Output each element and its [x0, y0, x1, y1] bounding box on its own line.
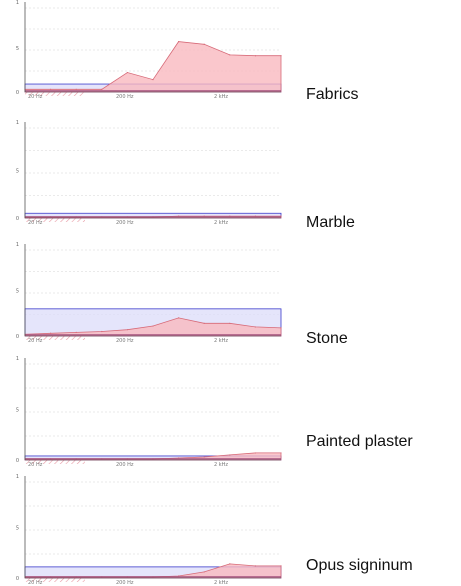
- floor-strip: [25, 216, 281, 218]
- hatch-strip: [25, 578, 85, 582]
- x-tick-label: 2 kHz: [214, 338, 228, 344]
- data-point: [50, 88, 52, 90]
- chart-panel-painted-plaster: 0 5 1 20 Hz 200 Hz 2 kHz Painted plaster: [0, 354, 461, 472]
- x-tick-label: 200 Hz: [116, 580, 134, 586]
- y-tick-label: 1: [16, 120, 19, 126]
- x-tick-label: 20 Hz: [28, 462, 43, 468]
- y-tick-label: 5: [16, 289, 19, 295]
- material-label-fabrics: Fabrics: [306, 86, 359, 103]
- hatch-strip: [25, 460, 85, 464]
- y-tick-label: 5: [16, 169, 19, 175]
- material-label-marble: Marble: [306, 214, 355, 231]
- data-point: [254, 326, 256, 328]
- data-point: [126, 71, 128, 74]
- x-tick-label: 2 kHz: [214, 220, 228, 226]
- data-point: [75, 331, 77, 333]
- y-tick-label: 0: [16, 576, 19, 582]
- data-point: [178, 41, 180, 43]
- data-point: [178, 317, 180, 319]
- data-point: [203, 43, 205, 45]
- x-tick-label: 20 Hz: [28, 580, 43, 586]
- data-point: [203, 322, 205, 324]
- data-point: [229, 563, 231, 565]
- y-tick-label: 5: [16, 46, 19, 52]
- floor-strip: [25, 458, 281, 460]
- data-point: [280, 565, 282, 567]
- x-tick-label: 20 Hz: [28, 338, 43, 344]
- y-tick-label: 5: [16, 407, 19, 413]
- material-label-opus-signinum: Opus signinum: [306, 557, 413, 574]
- chart-panel-stone: 0 5 1 20 Hz 200 Hz 2 kHz Stone: [0, 236, 461, 354]
- chart-fabrics: 0 5 1 20 Hz 200 Hz 2 kHz: [16, 0, 282, 100]
- data-point: [229, 322, 231, 324]
- x-tick-label: 2 kHz: [214, 462, 228, 468]
- y-tick-label: 5: [16, 525, 19, 531]
- x-tick-label: 200 Hz: [116, 220, 134, 226]
- data-point: [152, 79, 154, 81]
- y-tick-label: 0: [16, 458, 19, 464]
- data-point: [280, 327, 282, 329]
- chart-panel-opus-signinum: 0 5 1 20 Hz 200 Hz 2 kHz Opus signinum: [0, 472, 461, 586]
- data-point: [126, 329, 128, 331]
- chart-stone: 0 5 1 20 Hz 200 Hz 2 kHz: [16, 242, 282, 344]
- x-tick-label: 200 Hz: [116, 338, 134, 344]
- hatch-strip: [25, 218, 85, 222]
- y-tick-label: 0: [16, 334, 19, 340]
- y-tick-label: 1: [16, 0, 19, 6]
- y-tick-label: 1: [16, 474, 19, 480]
- data-point: [101, 330, 103, 333]
- x-tick-label: 2 kHz: [214, 580, 228, 586]
- data-point: [75, 88, 77, 90]
- data-point: [50, 332, 52, 334]
- series-area: [24, 41, 282, 93]
- data-point: [229, 454, 231, 456]
- data-point: [203, 571, 205, 573]
- chart-painted-plaster: 0 5 1 20 Hz 200 Hz 2 kHz: [16, 356, 282, 468]
- floor-strip: [25, 576, 281, 578]
- chart-opus-signinum: 0 5 1 20 Hz 200 Hz 2 kHz: [16, 474, 282, 586]
- material-label-stone: Stone: [306, 330, 348, 347]
- y-tick-label: 1: [16, 356, 19, 362]
- data-point: [152, 325, 154, 327]
- x-tick-label: 2 kHz: [214, 94, 228, 100]
- chart-panel-marble: 0 5 1 20 Hz 200 Hz 2 kHz Marble: [0, 118, 461, 236]
- floor-strip: [25, 334, 281, 336]
- y-tick-label: 1: [16, 242, 19, 248]
- data-point: [254, 565, 256, 567]
- data-point: [280, 55, 282, 57]
- x-tick-label: 200 Hz: [116, 462, 134, 468]
- x-tick-label: 20 Hz: [28, 220, 43, 226]
- x-tick-label: 200 Hz: [116, 94, 134, 100]
- data-point: [254, 55, 256, 57]
- data-point: [203, 456, 205, 458]
- chart-panel-fabrics: 0 5 1 20 Hz 200 Hz 2 kHz Fabrics: [0, 0, 461, 118]
- series-area: [24, 317, 282, 337]
- data-point: [229, 54, 231, 56]
- y-tick-label: 0: [16, 216, 19, 222]
- y-tick-label: 0: [16, 90, 19, 96]
- data-point: [101, 88, 103, 90]
- hatch-strip: [25, 336, 85, 340]
- material-label-painted-plaster: Painted plaster: [306, 433, 413, 450]
- chart-marble: 0 5 1 20 Hz 200 Hz 2 kHz: [16, 120, 282, 226]
- data-point: [254, 452, 256, 454]
- x-tick-label: 20 Hz: [28, 94, 43, 100]
- data-point: [280, 452, 282, 454]
- hatch-strip: [25, 92, 85, 96]
- floor-strip: [25, 90, 281, 92]
